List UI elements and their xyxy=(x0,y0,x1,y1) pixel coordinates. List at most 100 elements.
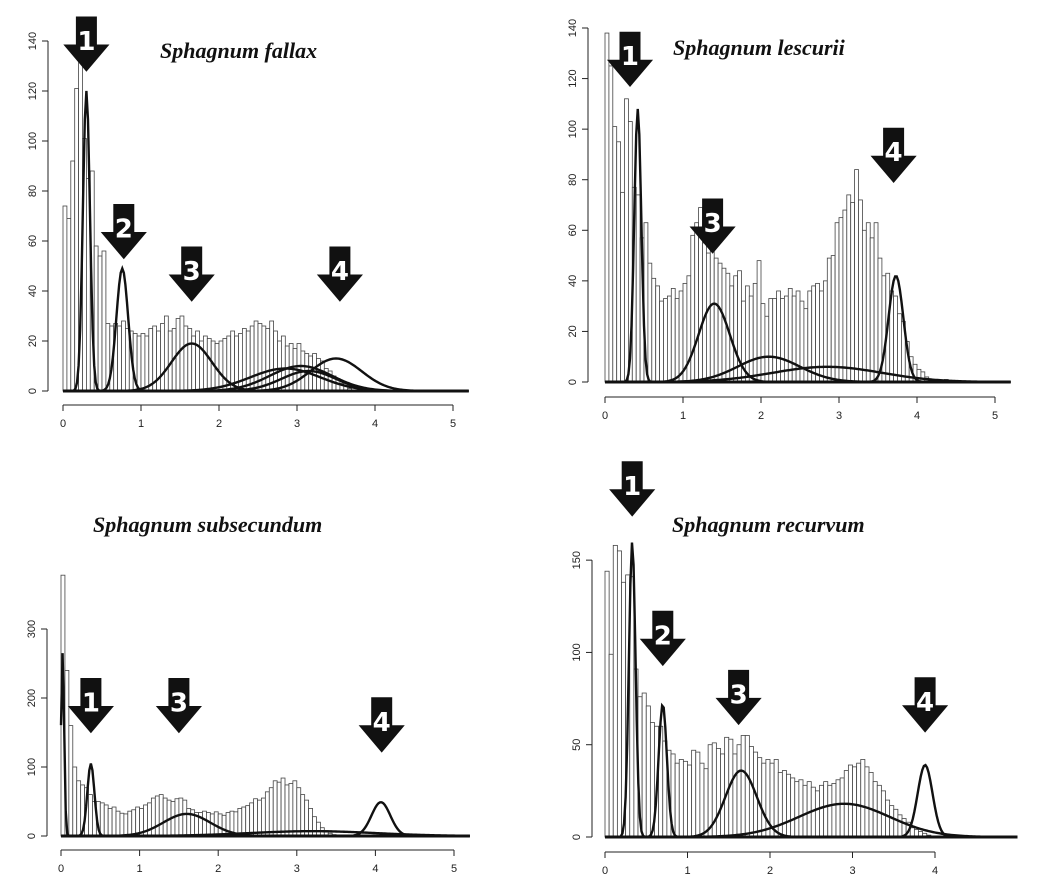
down-arrow-icon xyxy=(639,610,686,667)
histogram-bar xyxy=(707,744,713,838)
histogram-bar xyxy=(691,749,697,838)
histogram-bar xyxy=(237,808,243,837)
histogram-bar xyxy=(72,766,78,837)
histogram-bar xyxy=(790,777,796,838)
histogram-bar xyxy=(127,810,133,837)
y-tick-label: 20 xyxy=(567,325,579,337)
histogram-bar xyxy=(868,772,874,838)
histogram-bar xyxy=(852,766,858,838)
histogram-bar xyxy=(179,315,185,392)
histogram-bar xyxy=(674,298,680,383)
histogram-bar xyxy=(241,328,247,392)
peak-marker-label: 1 xyxy=(77,27,95,57)
histogram-bar xyxy=(764,315,770,383)
y-tick-label: 50 xyxy=(571,739,583,751)
chart-panel: 0 1 2 3 4 5 0 20 40 60 80 100 120 140 Sphagnum fallax 1… xyxy=(27,16,469,430)
histogram-bar xyxy=(667,295,672,383)
histogram-bar xyxy=(659,300,664,383)
down-arrow-icon xyxy=(63,16,110,72)
histogram-bar xyxy=(264,791,270,837)
histogram-bar xyxy=(776,290,781,383)
histogram-bar xyxy=(154,795,160,837)
histogram-bar xyxy=(249,325,255,392)
histogram-bar xyxy=(748,295,754,383)
histogram-bar xyxy=(624,98,629,383)
histogram-bar xyxy=(695,751,701,838)
y-tick-label: 60 xyxy=(567,224,579,236)
y-tick-label: 0 xyxy=(27,388,39,394)
histogram-bar xyxy=(670,288,676,383)
x-tick-label: 2 xyxy=(767,865,773,877)
y-tick-label: 20 xyxy=(27,335,39,347)
histogram-bar xyxy=(620,191,625,383)
histogram-bar xyxy=(641,692,647,838)
histogram-bar xyxy=(802,784,808,838)
histogram-bar xyxy=(76,780,82,837)
histogram-bar xyxy=(777,772,783,838)
histogram-bar xyxy=(140,333,146,392)
histogram-bar xyxy=(257,799,262,837)
peak-marker: 3 xyxy=(168,246,215,302)
histogram-bar xyxy=(748,746,754,838)
histogram-bar xyxy=(604,570,610,838)
histogram-bar xyxy=(893,808,899,838)
histogram-bar xyxy=(131,809,137,837)
x-tick-label: 4 xyxy=(914,410,920,422)
histogram-bar xyxy=(889,805,895,838)
peak-marker: 1 xyxy=(606,31,654,87)
x-tick-label: 5 xyxy=(451,863,457,875)
histogram-bar xyxy=(709,247,715,383)
peak-marker: 2 xyxy=(639,610,686,667)
x-tick-label: 3 xyxy=(294,418,300,430)
histogram-bar xyxy=(158,794,164,837)
histogram-bar xyxy=(178,797,184,837)
down-arrow-icon xyxy=(606,31,654,87)
y-tick-label: 100 xyxy=(27,132,39,150)
peak-marker-label: 1 xyxy=(621,42,639,72)
histogram-bar xyxy=(814,790,820,838)
histogram-bar xyxy=(699,762,705,838)
y-tick-label: 80 xyxy=(27,185,39,197)
peak-marker: 1 xyxy=(63,16,110,72)
histogram-bar xyxy=(897,313,902,383)
y-tick-label: 0 xyxy=(567,379,579,385)
histogram-bar xyxy=(186,808,192,837)
histogram-bar xyxy=(780,298,785,383)
histogram-bar xyxy=(218,340,224,392)
peak-marker-label: 2 xyxy=(115,215,133,245)
histogram-bar xyxy=(156,330,161,392)
down-arrow-icon xyxy=(715,669,762,726)
histogram-bar xyxy=(99,802,105,837)
histogram-bar xyxy=(694,222,700,383)
histogram-bar xyxy=(826,257,832,383)
x-tick-label: 1 xyxy=(680,410,686,422)
histogram-bar xyxy=(736,744,742,838)
histogram-bar xyxy=(217,813,223,837)
x-tick-label: 1 xyxy=(137,863,143,875)
histogram-bar xyxy=(68,725,74,837)
histogram-bar xyxy=(253,798,258,837)
histogram-bar xyxy=(838,217,844,383)
chart-panel: 0 1 2 3 4 5 0 100 200 300 Sphagnum subsecundum 1 3 4 xyxy=(26,512,470,875)
peak-marker: 2 xyxy=(100,204,147,260)
histogram-bar xyxy=(111,806,117,837)
histogram-bar xyxy=(784,295,789,383)
y-tick-label: 100 xyxy=(571,643,583,661)
histogram-bar xyxy=(195,330,200,392)
chart-title: Sphagnum recurvum xyxy=(672,512,865,537)
histogram-bar xyxy=(850,202,856,383)
peak-marker-label: 4 xyxy=(373,708,391,738)
histogram-bar xyxy=(312,816,317,837)
histogram-bar xyxy=(269,320,275,392)
peak-marker: 4 xyxy=(358,697,405,753)
down-arrow-icon xyxy=(67,678,114,734)
y-tick-label: 300 xyxy=(26,620,38,638)
histogram-bar xyxy=(690,234,696,383)
histogram-bar xyxy=(865,222,871,383)
histogram-bar xyxy=(249,802,254,837)
histogram-bar xyxy=(687,764,693,838)
histogram-bar xyxy=(893,295,898,383)
component-curve xyxy=(605,275,1011,384)
histogram-bar xyxy=(715,748,721,838)
x-tick-label: 2 xyxy=(215,863,221,875)
